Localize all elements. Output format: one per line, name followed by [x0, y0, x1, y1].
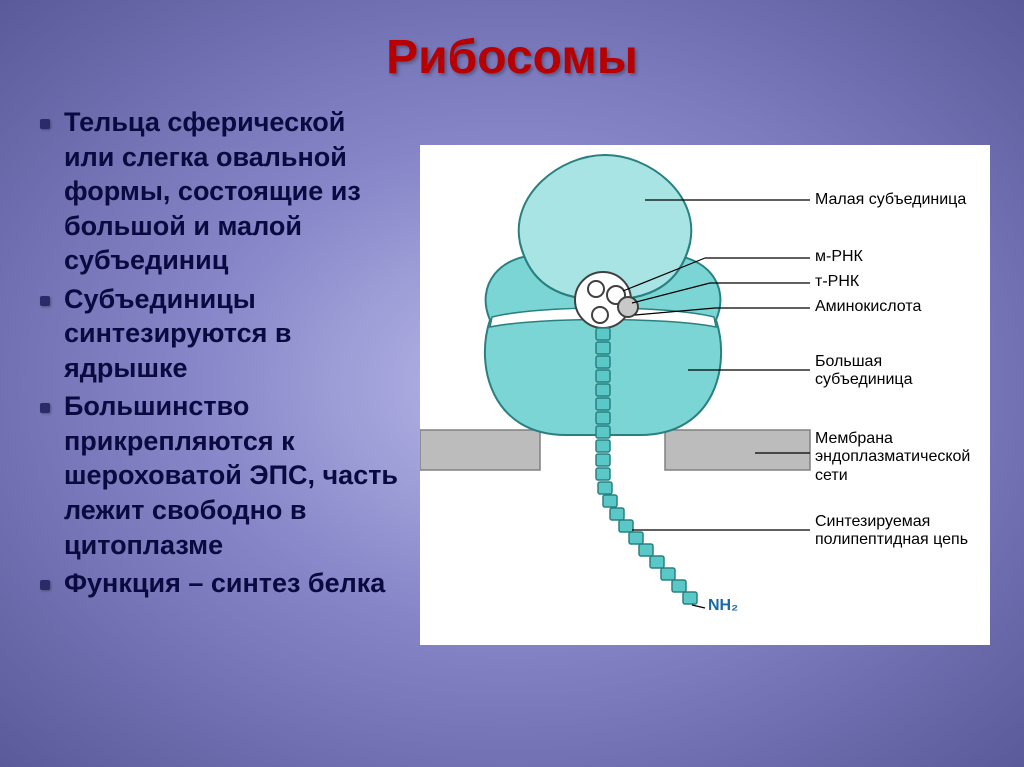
label-large-subunit: Большаясубъединица — [815, 353, 912, 390]
label-small-subunit: Малая субъединица — [815, 191, 966, 209]
list-item: Большинство прикрепляются к шероховатой … — [40, 389, 400, 562]
label-nh2: NH₂ — [708, 597, 738, 615]
bullet-icon — [40, 119, 50, 129]
bullet-icon — [40, 580, 50, 590]
label-aminoacid: Аминокислота — [815, 298, 921, 316]
bullet-icon — [40, 403, 50, 413]
bullet-list: Тельца сферической или слегка овальной ф… — [40, 105, 420, 645]
ribosome-diagram: Малая субъединица м-РНК т-РНК Аминокисло… — [420, 145, 990, 645]
content-area: Тельца сферической или слегка овальной ф… — [0, 85, 1024, 645]
diagram-area: Малая субъединица м-РНК т-РНК Аминокисло… — [420, 105, 994, 645]
list-item: Функция – синтез белка — [40, 566, 400, 601]
label-mrna: м-РНК — [815, 248, 863, 266]
bullet-text: Функция – синтез белка — [64, 566, 385, 601]
diagram-svg — [420, 145, 990, 645]
bullet-icon — [40, 296, 50, 306]
label-polypeptide: Синтезируемаяполипептидная цепь — [815, 513, 968, 550]
bullet-text: Большинство прикрепляются к шероховатой … — [64, 389, 400, 562]
list-item: Тельца сферической или слегка овальной ф… — [40, 105, 400, 278]
page-title: Рибосомы — [0, 0, 1024, 85]
label-trna: т-РНК — [815, 273, 859, 291]
label-membrane: Мембранаэндоплазматическойсети — [815, 430, 970, 485]
list-item: Субъединицы синтезируются в ядрышке — [40, 282, 400, 386]
bullet-text: Тельца сферической или слегка овальной ф… — [64, 105, 400, 278]
bullet-text: Субъединицы синтезируются в ядрышке — [64, 282, 400, 386]
